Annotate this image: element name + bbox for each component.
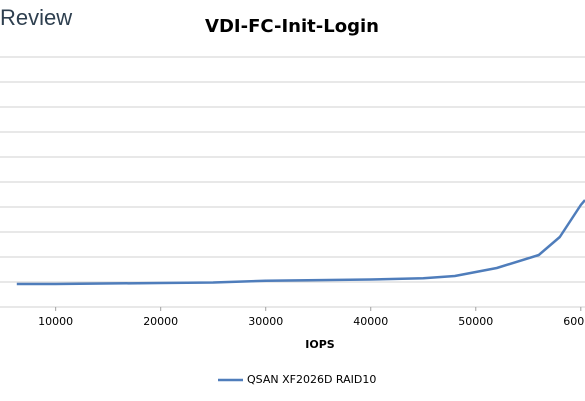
logo: Review bbox=[0, 5, 72, 30]
x-tick-label: 30000 bbox=[248, 315, 283, 328]
x-tick-label: 20000 bbox=[143, 315, 178, 328]
chart-title: VDI-FC-Init-Login bbox=[205, 16, 379, 37]
x-tick-label: 40000 bbox=[353, 315, 388, 328]
data-line bbox=[16, 199, 585, 286]
x-tick-label: 60000 bbox=[563, 315, 585, 328]
x-axis-label: IOPS bbox=[305, 338, 335, 351]
legend-label: QSAN XF2026D RAID10 bbox=[247, 373, 376, 386]
x-tick-label: 10000 bbox=[38, 315, 73, 328]
x-tick-label: 50000 bbox=[458, 315, 493, 328]
